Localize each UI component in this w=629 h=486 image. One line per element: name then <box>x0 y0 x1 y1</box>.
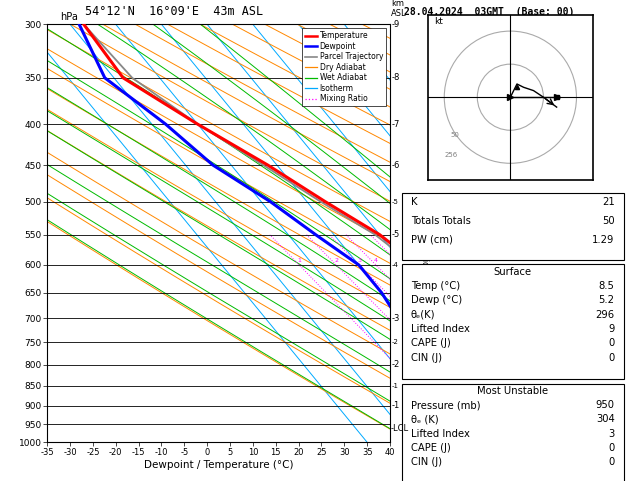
Text: 54°12'N  16°09'E  43m ASL: 54°12'N 16°09'E 43m ASL <box>85 5 263 18</box>
Text: 296: 296 <box>596 310 615 320</box>
Text: K: K <box>411 197 417 207</box>
Text: 1.29: 1.29 <box>592 235 615 245</box>
Text: 28.04.2024  03GMT  (Base: 00): 28.04.2024 03GMT (Base: 00) <box>404 7 574 17</box>
Text: hPa: hPa <box>60 12 77 22</box>
Text: 2: 2 <box>334 258 338 263</box>
Text: -6: -6 <box>392 160 400 170</box>
Text: Surface: Surface <box>494 267 532 277</box>
Text: 1: 1 <box>297 258 301 263</box>
Text: -1: -1 <box>392 383 399 389</box>
Text: 0: 0 <box>608 443 615 453</box>
Text: -9: -9 <box>392 20 400 29</box>
Text: 0: 0 <box>608 338 615 348</box>
Bar <box>402 193 623 260</box>
Text: 50: 50 <box>602 216 615 226</box>
Text: -2: -2 <box>392 360 400 369</box>
Text: 50: 50 <box>451 132 460 138</box>
Legend: Temperature, Dewpoint, Parcel Trajectory, Dry Adiabat, Wet Adiabat, Isotherm, Mi: Temperature, Dewpoint, Parcel Trajectory… <box>302 28 386 106</box>
Text: Pressure (mb): Pressure (mb) <box>411 400 480 410</box>
Text: 304: 304 <box>596 415 615 424</box>
Text: CAPE (J): CAPE (J) <box>411 338 450 348</box>
Text: Lifted Index: Lifted Index <box>411 324 470 334</box>
Text: 4: 4 <box>374 258 378 263</box>
Text: 9: 9 <box>608 324 615 334</box>
Bar <box>402 383 623 486</box>
Text: 950: 950 <box>596 400 615 410</box>
Text: PW (cm): PW (cm) <box>411 235 453 245</box>
Text: CIN (J): CIN (J) <box>411 457 442 468</box>
Text: 21: 21 <box>602 197 615 207</box>
Text: -LCL: -LCL <box>391 424 409 433</box>
Text: -1: -1 <box>392 401 400 410</box>
Bar <box>402 264 623 379</box>
Text: Totals Totals: Totals Totals <box>411 216 470 226</box>
Text: θₑ (K): θₑ (K) <box>411 415 438 424</box>
X-axis label: Dewpoint / Temperature (°C): Dewpoint / Temperature (°C) <box>144 460 293 469</box>
Text: 5.2: 5.2 <box>599 295 615 305</box>
Text: Mixing Ratio (g/kg): Mixing Ratio (g/kg) <box>420 218 429 291</box>
Text: -8: -8 <box>392 73 400 82</box>
Text: -4: -4 <box>392 262 399 268</box>
Text: 8.5: 8.5 <box>599 281 615 291</box>
Text: θₑ(K): θₑ(K) <box>411 310 435 320</box>
Text: km
ASL: km ASL <box>391 0 407 18</box>
Text: CAPE (J): CAPE (J) <box>411 443 450 453</box>
Text: 0: 0 <box>608 352 615 363</box>
Text: -2: -2 <box>392 339 399 346</box>
Text: 3: 3 <box>608 429 615 439</box>
Text: -5: -5 <box>392 199 399 205</box>
Text: Lifted Index: Lifted Index <box>411 429 470 439</box>
Text: -5: -5 <box>392 230 400 239</box>
Text: Temp (°C): Temp (°C) <box>411 281 460 291</box>
Text: -7: -7 <box>392 120 400 129</box>
Text: Most Unstable: Most Unstable <box>477 386 548 396</box>
Text: Dewp (°C): Dewp (°C) <box>411 295 462 305</box>
Text: 3: 3 <box>357 258 361 263</box>
Text: 256: 256 <box>444 152 457 157</box>
Text: CIN (J): CIN (J) <box>411 352 442 363</box>
Text: 0: 0 <box>608 457 615 468</box>
Text: -3: -3 <box>392 314 400 323</box>
Text: kt: kt <box>435 17 443 27</box>
